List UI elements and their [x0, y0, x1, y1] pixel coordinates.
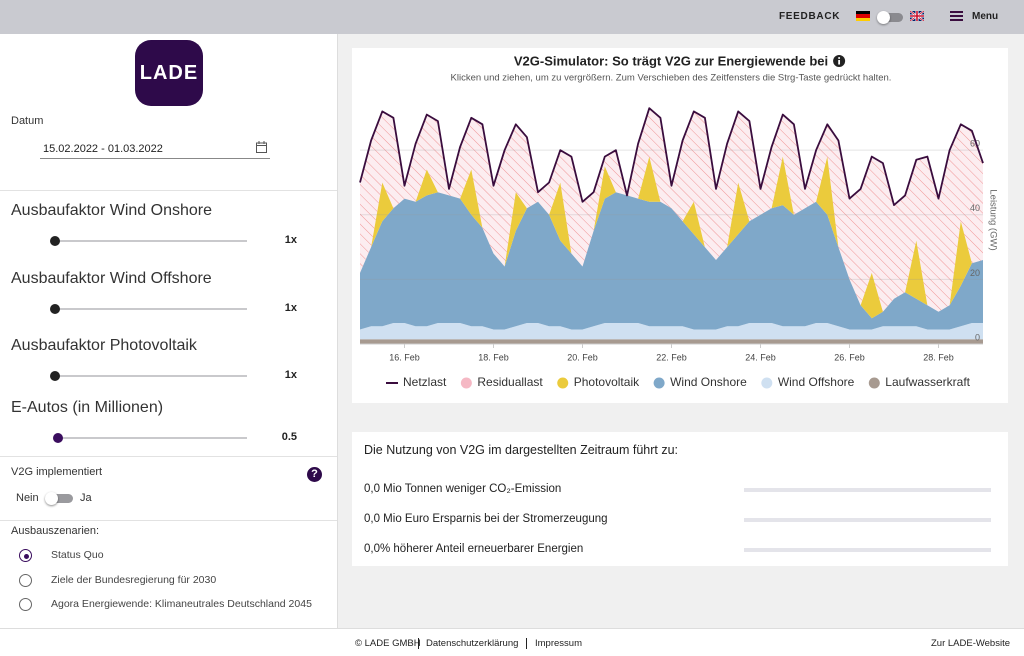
y-tick-label: 20	[970, 268, 980, 278]
legend-marker	[557, 377, 569, 389]
area	[360, 156, 983, 319]
y-tick-label: 60	[970, 139, 980, 149]
result-bar	[744, 518, 991, 522]
slider-track[interactable]	[55, 375, 247, 377]
radio-button[interactable]	[19, 549, 32, 562]
footer: © LADE GMBH Datenschutzerklärung Impress…	[0, 628, 1024, 656]
x-tick-label: 20. Feb	[567, 352, 598, 362]
area	[360, 323, 983, 340]
legend-marker	[868, 377, 880, 389]
v2g-label: V2G implementiert	[11, 466, 103, 478]
legend-label[interactable]: Photovoltaik	[574, 375, 640, 389]
slider-track[interactable]	[55, 437, 247, 439]
result-bar	[744, 548, 991, 552]
radio-label[interactable]: Status Quo	[51, 549, 104, 561]
slider-label: Ausbaufaktor Photovoltaik	[11, 337, 197, 354]
radio-button[interactable]	[19, 598, 32, 611]
slider-label: Ausbaufaktor Wind Offshore	[11, 270, 212, 287]
slider-knob[interactable]	[50, 304, 60, 314]
chart: V2G-Simulator: So trägt V2G zur Energiew…	[359, 53, 998, 389]
v2g-off-label: Nein	[16, 492, 39, 504]
feedback-link[interactable]: FEEDBACK	[779, 11, 841, 22]
chart-card: V2G-Simulator: So trägt V2G zur Energiew…	[352, 48, 1008, 403]
menu-button[interactable]: Menu	[972, 11, 999, 22]
slider-knob[interactable]	[53, 433, 63, 443]
menu-icon[interactable]	[950, 11, 963, 21]
x-tick-label: 22. Feb	[656, 352, 687, 362]
flag-de[interactable]	[856, 11, 870, 21]
legend-label[interactable]: Residuallast	[477, 375, 543, 389]
scenarios-label: Ausbauszenarien:	[11, 525, 100, 537]
line	[359, 107, 984, 206]
slider-value: 1x	[284, 234, 297, 246]
result-text: 0,0% höherer Anteil erneuerbarer Energie…	[364, 543, 584, 555]
language-toggle-knob[interactable]	[877, 11, 890, 24]
legend-marker	[761, 377, 773, 389]
result-text: 0,0 Mio Tonnen weniger CO₂-Emission	[364, 483, 562, 495]
legend-label[interactable]: Wind Offshore	[778, 375, 855, 389]
language-toggle[interactable]	[879, 13, 903, 22]
imprint-link[interactable]: Impressum	[535, 638, 582, 649]
divider	[0, 456, 337, 457]
slider-knob[interactable]	[50, 371, 60, 381]
x-tick-label: 26. Feb	[834, 352, 865, 362]
radio-label[interactable]: Agora Energiewende: Klimaneutrales Deuts…	[51, 598, 312, 610]
chart-subtitle: Klicken und ziehen, um zu vergrößern. Zu…	[451, 73, 892, 84]
area	[360, 339, 983, 344]
x-tick-label: 18. Feb	[478, 352, 509, 362]
slider-value: 1x	[284, 302, 297, 314]
results-card: Die Nutzung von V2G im dargestellten Zei…	[352, 432, 1008, 566]
legend-marker	[460, 377, 472, 389]
slider-track[interactable]	[55, 308, 247, 310]
v2g-on-label: Ja	[80, 492, 92, 504]
y-tick-label: 0	[975, 332, 980, 342]
result-bar	[744, 488, 991, 492]
separator	[526, 638, 527, 649]
website-link[interactable]: Zur LADE-Website	[930, 638, 1010, 649]
v2g-toggle[interactable]	[47, 494, 73, 503]
legend-marker	[653, 377, 665, 389]
flag-uk[interactable]	[910, 11, 924, 21]
x-tick-label: 28. Feb	[923, 352, 954, 362]
header: FEEDBACK Menu	[0, 0, 1024, 34]
radio-button[interactable]	[19, 573, 32, 587]
y-tick-label: 40	[970, 203, 980, 213]
date-underline	[40, 158, 270, 159]
v2g-toggle-knob[interactable]	[45, 492, 58, 505]
legend-label[interactable]: Netzlast	[403, 375, 447, 389]
slider-track[interactable]	[55, 240, 247, 242]
info-icon-glyph	[838, 57, 841, 59]
slider-value: 1x	[284, 369, 297, 381]
results-heading: Die Nutzung von V2G im dargestellten Zei…	[364, 443, 679, 457]
divider	[0, 190, 337, 191]
calendar-icon[interactable]	[256, 141, 267, 153]
slider-label: E-Autos (in Millionen)	[11, 399, 164, 416]
date-input[interactable]: 15.02.2022 - 01.03.2022	[43, 143, 163, 155]
sidebar: LADE Datum 15.02.2022 - 01.03.2022 V2G i…	[0, 34, 338, 628]
slider-label: Ausbaufaktor Wind Onshore	[11, 202, 212, 219]
area	[360, 108, 983, 312]
date-label: Datum	[11, 115, 44, 127]
x-tick-label: 24. Feb	[745, 352, 776, 362]
separator	[418, 638, 419, 649]
help-icon[interactable]: ?	[307, 467, 322, 482]
chart-title: V2G-Simulator: So trägt V2G zur Energiew…	[514, 53, 828, 68]
divider	[0, 520, 337, 521]
copyright: © LADE GMBH	[355, 638, 421, 649]
radio-dot[interactable]	[23, 553, 29, 559]
privacy-link[interactable]: Datenschutzerklärung	[426, 638, 519, 649]
logo[interactable]: LADE	[135, 40, 203, 106]
slider-knob[interactable]	[50, 236, 60, 246]
slider-value: 0.5	[281, 431, 297, 443]
x-tick-label: 16. Feb	[389, 352, 420, 362]
radio-label[interactable]: Ziele der Bundesregierung für 2030	[51, 573, 217, 586]
legend-label[interactable]: Wind Onshore	[670, 375, 747, 389]
area	[360, 192, 983, 330]
legend-label[interactable]: Laufwasserkraft	[885, 375, 970, 389]
info-icon-glyph	[838, 60, 841, 65]
y-axis-label: Leistung (GW)	[987, 189, 998, 250]
result-text: 0,0 Mio Euro Ersparnis bei der Stromerze…	[364, 513, 608, 525]
